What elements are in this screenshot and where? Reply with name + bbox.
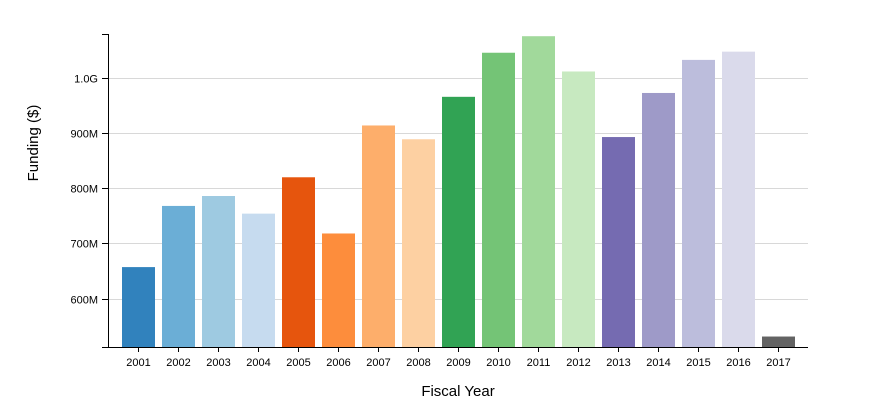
x-tick-label: 2007 (366, 357, 390, 369)
x-tick-label: 2009 (446, 357, 470, 369)
x-tick-label: 2005 (286, 357, 310, 369)
bars (122, 36, 795, 348)
x-tick-label: 2017 (766, 357, 790, 369)
bar-2016 (722, 51, 755, 348)
x-axis-title: Fiscal Year (421, 383, 494, 400)
y-axis-line (102, 34, 109, 348)
bar-2007 (362, 125, 395, 348)
bar-2017 (762, 336, 795, 347)
bar-2014 (642, 92, 675, 347)
bar-2006 (322, 233, 355, 347)
bar-2015 (682, 59, 715, 347)
y-tick-label: 800M (70, 184, 98, 196)
bar-2005 (282, 177, 315, 347)
x-tick-label: 2008 (406, 357, 430, 369)
bar-2009 (442, 96, 475, 347)
bar-2002 (162, 205, 195, 347)
y-tick-label: 600M (70, 295, 98, 307)
x-tick-label: 2016 (726, 357, 750, 369)
bar-2013 (602, 137, 635, 347)
y-tick-label: 1.0G (74, 74, 98, 86)
x-tick-label: 2011 (527, 357, 551, 369)
bar-2010 (482, 52, 515, 348)
x-axis: 2001 2002 2003 2004 2005 2006 2007 2008 2009 2010… (108, 347, 808, 369)
x-tick-label: 2002 (166, 357, 190, 369)
x-tick-label: 2004 (246, 357, 270, 369)
x-tick-label: 2014 (646, 357, 670, 369)
x-tick-label: 2012 (566, 357, 590, 369)
x-tick-label: 2010 (486, 357, 510, 369)
bar-2012 (562, 71, 595, 347)
bar-2011 (522, 36, 555, 347)
y-axis-title: Funding ($) (25, 105, 42, 182)
bar-2004 (242, 213, 275, 347)
x-tick-label: 2015 (686, 357, 710, 369)
x-tick-label: 2001 (126, 357, 150, 369)
bar-2008 (402, 139, 435, 347)
x-tick-label: 2013 (606, 357, 630, 369)
bar-2001 (122, 267, 155, 347)
x-tick-label: 2003 (206, 357, 230, 369)
y-axis: 600M 700M 800M 900M 1.0G (70, 34, 109, 348)
y-tick-label: 700M (70, 239, 98, 251)
x-tick-label: 2006 (326, 357, 350, 369)
y-tick-label: 900M (70, 129, 98, 141)
bar-2003 (202, 196, 235, 347)
